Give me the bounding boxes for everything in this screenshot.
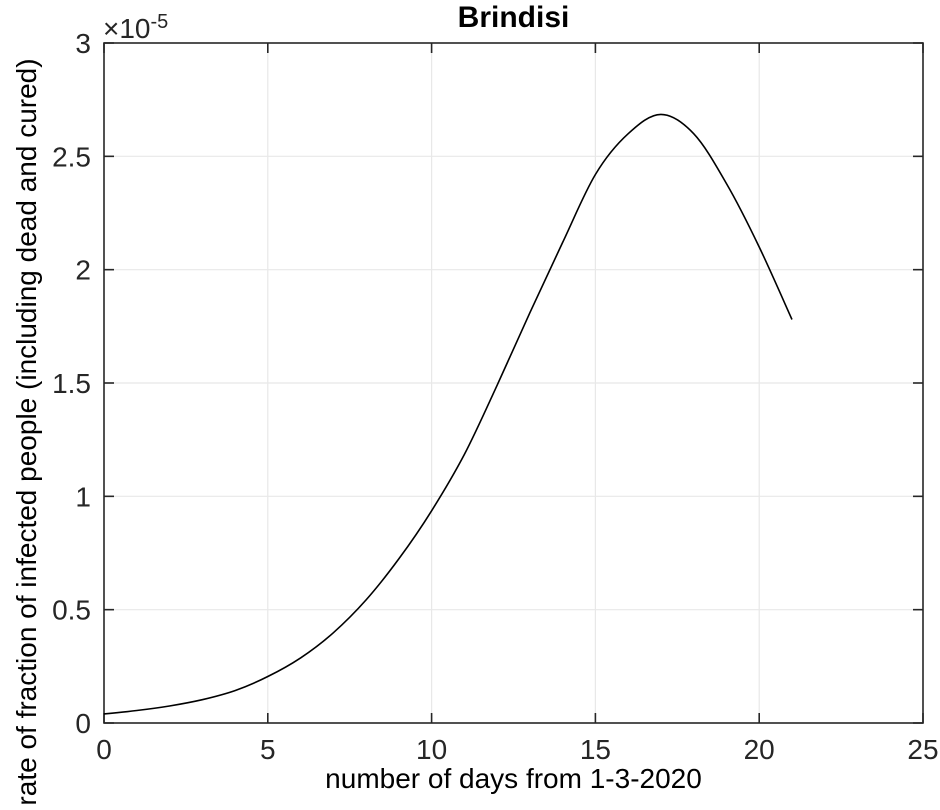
y-tick-label: 2.5 xyxy=(52,141,91,172)
x-tick-label: 0 xyxy=(96,734,112,765)
x-tick-label: 25 xyxy=(907,734,938,765)
axes-border xyxy=(103,42,924,724)
y-tick-label: 0.5 xyxy=(52,595,91,626)
x-tick-label: 15 xyxy=(580,734,611,765)
x-tick-label: 5 xyxy=(260,734,276,765)
y-axis-exponent: ×10-5 xyxy=(103,11,168,45)
y-tick-label: 2 xyxy=(75,255,91,286)
data-line xyxy=(103,113,793,715)
y-tick-label: 1 xyxy=(75,481,91,512)
chart-title: Brindisi xyxy=(457,1,570,34)
x-axis-label: number of days from 1-3-2020 xyxy=(325,763,702,794)
y-tick-label: 3 xyxy=(75,28,91,59)
y-axis-exponent-base: ×10 xyxy=(103,13,151,44)
x-tick-label: 10 xyxy=(416,734,447,765)
y-tick-label: 1.5 xyxy=(52,368,91,399)
y-axis-exponent-power: -5 xyxy=(150,11,169,33)
x-tick-label: 20 xyxy=(744,734,775,765)
y-axis-label: rate of fraction of infected people (inc… xyxy=(11,58,42,806)
y-tick-label: 0 xyxy=(75,708,91,739)
